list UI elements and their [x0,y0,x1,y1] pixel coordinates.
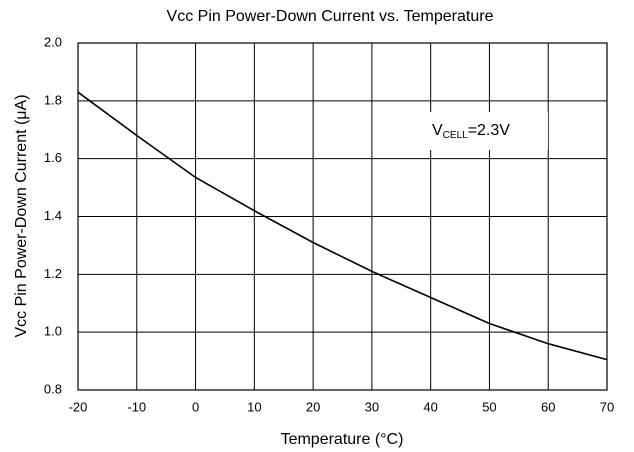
x-tick-label: 50 [482,399,496,414]
data-line [77,91,608,361]
x-tick-label: -10 [127,399,146,414]
annotation-background [428,112,548,150]
plot-border [77,42,608,391]
x-tick-label: 20 [306,399,320,414]
x-tick-label: 60 [541,399,555,414]
y-axis-label: Vcc Pin Power-Down Current (μA) [13,94,30,337]
x-axis-label: Temperature (°C) [281,431,404,448]
y-tick-label: 1.0 [44,324,62,339]
x-tick-label: 0 [192,399,199,414]
annotation-sub: CELL [443,130,468,141]
y-tick-label: 1.2 [44,266,62,281]
x-tick-label: -20 [69,399,88,414]
chart-title: Vcc Pin Power-Down Current vs. Temperatu… [167,8,494,25]
x-tick-label: 10 [247,399,261,414]
y-tick-label: 1.8 [44,92,62,107]
x-tick-label: 70 [600,399,614,414]
x-tick-label: 30 [365,399,379,414]
y-tick-label: 1.4 [44,208,62,223]
annotation-rest: =2.3V [468,122,511,139]
x-tick-label: 40 [423,399,437,414]
y-tick-label: 2.0 [44,34,62,49]
annotation: VCELL=2.3V [432,122,510,140]
y-tick-label: 1.6 [44,150,62,165]
annotation-main: V [432,122,443,139]
y-tick-label: 0.8 [44,381,62,396]
